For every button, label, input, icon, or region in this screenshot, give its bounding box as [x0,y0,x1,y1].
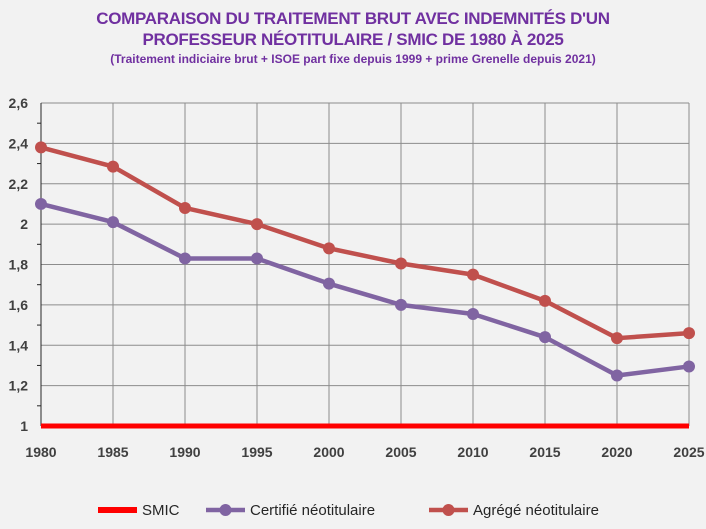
data-point [395,298,407,311]
data-point [539,331,551,344]
data-point [539,294,551,307]
x-tick-label: 2005 [385,444,416,460]
data-point [323,242,335,255]
y-tick-label: 2,6 [9,95,29,111]
chart-subtitle: (Traitement indiciaire brut + ISOE part … [110,52,596,66]
data-point [611,369,623,382]
y-tick-label: 1,8 [9,257,29,273]
data-point [395,257,407,270]
chart-title-line-1: COMPARAISON DU TRAITEMENT BRUT AVEC INDE… [96,9,610,28]
x-tick-label: 1980 [25,444,56,460]
series-line [40,201,690,378]
x-tick-label: 2000 [313,444,344,460]
data-point [107,216,119,229]
legend-label: Agrégé néotitulaire [473,502,599,519]
chart-title-line-2: PROFESSEUR NÉOTITULAIRE / SMIC DE 1980 À… [142,30,564,49]
data-point [683,327,695,340]
data-point [467,307,479,320]
data-point [179,252,191,265]
data-point [251,252,263,265]
data-point [467,268,479,281]
data-point [323,277,335,290]
y-tick-label: 2 [20,216,28,232]
data-point [35,141,47,154]
series-line [40,145,690,341]
legend-swatch-marker [219,504,232,516]
legend-label: Certifié néotitulaire [250,502,375,519]
x-tick-label: 2025 [673,444,704,460]
x-tick-label: 1990 [169,444,200,460]
y-tick-label: 1,4 [9,337,29,353]
data-point [35,197,47,210]
y-tick-label: 1,6 [9,297,29,313]
x-tick-label: 2010 [457,444,488,460]
y-tick-label: 2,4 [9,135,29,151]
x-tick-label: 2020 [601,444,632,460]
legend-swatch-marker [442,504,455,516]
y-tick-label: 1,2 [9,378,29,394]
y-tick-label: 2,2 [9,176,29,192]
y-tick-label: 1 [20,418,28,434]
data-point [179,201,191,214]
data-point [683,360,695,373]
legend-label: SMIC [142,502,180,519]
data-point [251,218,263,231]
x-tick-label: 1985 [97,444,128,460]
data-point [611,332,623,345]
x-tick-label: 2015 [529,444,560,460]
x-tick-label: 1995 [241,444,272,460]
data-point [107,160,119,173]
